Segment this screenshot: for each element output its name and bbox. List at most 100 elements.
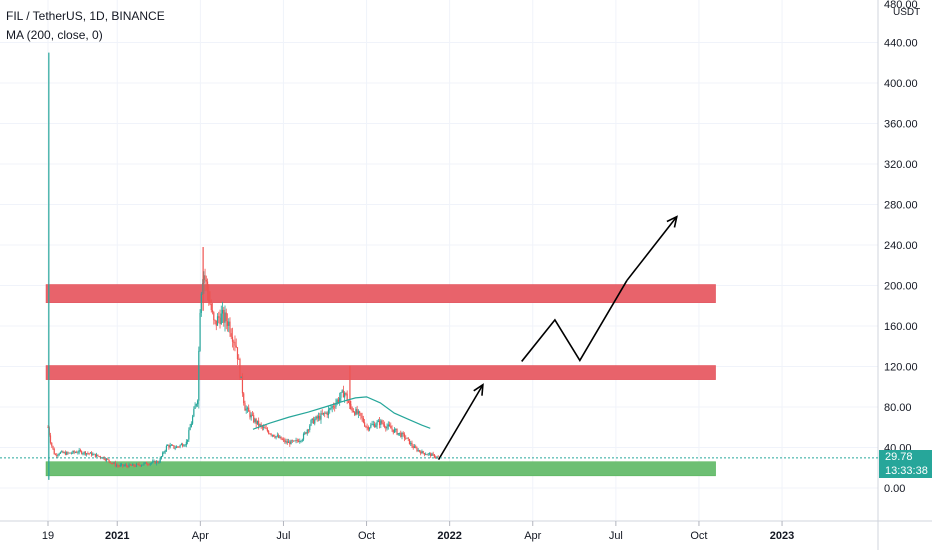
candle-body [334, 406, 336, 408]
bar-countdown: 13:33:38 [885, 464, 928, 477]
candle-body [330, 408, 332, 409]
candle-body [235, 345, 237, 348]
candle-body [249, 411, 251, 418]
candle-body [258, 420, 260, 426]
candle-body [231, 336, 234, 342]
candle-body [355, 409, 357, 415]
candle-body [426, 454, 428, 456]
candle-body [137, 463, 139, 465]
candle-body [263, 427, 265, 429]
candle-body [162, 452, 164, 457]
candle-body [281, 439, 283, 441]
candle-body [148, 464, 150, 466]
candle-body [58, 453, 60, 455]
candle-body [299, 440, 301, 442]
candle-body [361, 415, 363, 418]
candle-body [413, 446, 416, 448]
candle-body [87, 453, 89, 455]
time-axis-ticks: 19 2021 Apr Jul Oct 2022 Apr Jul Oct 2023 [42, 521, 794, 542]
candle-body [76, 452, 78, 454]
price-tick-label: 80.00 [884, 402, 912, 414]
candle-body [211, 310, 214, 313]
candle-body [61, 451, 63, 453]
candle-body [138, 463, 140, 466]
candle-body [264, 427, 266, 429]
time-tick-label: Oct [690, 530, 707, 542]
candle-body [368, 427, 371, 430]
candle-body [360, 412, 362, 416]
candle-body [371, 424, 373, 426]
candle-body [185, 441, 187, 445]
candle-body [376, 421, 378, 426]
candle-body [400, 432, 402, 437]
candle-body [223, 309, 225, 323]
candle-body [294, 440, 296, 442]
candle-body [193, 408, 195, 417]
candle-body [373, 423, 376, 428]
horizontal-zones [45, 284, 716, 477]
candle-body [123, 465, 125, 467]
candle-body [69, 452, 72, 454]
candle-body [77, 452, 79, 454]
candle-body [407, 437, 409, 439]
candle-body [433, 454, 436, 458]
candle-body [284, 439, 286, 443]
candle-body [104, 459, 106, 461]
candle-body [329, 408, 331, 410]
candle-body [170, 445, 173, 446]
candle-body [236, 347, 239, 360]
symbol-title: FIL / TetherUS, 1D, BINANCE [6, 9, 165, 23]
candle-body [256, 420, 259, 424]
candle-body [174, 448, 176, 449]
candle-body [147, 464, 149, 466]
candle-body [54, 454, 57, 456]
candle-body [377, 420, 379, 422]
candle-body [226, 321, 229, 326]
candle-body [341, 390, 343, 393]
candle-body [398, 432, 401, 434]
candle-body [417, 450, 419, 451]
candle-body [327, 409, 330, 416]
candle-body [381, 420, 383, 424]
price-tick-label: 280.00 [884, 200, 918, 212]
candle-body [99, 456, 101, 458]
candle-body [165, 445, 168, 451]
projection-drawing [437, 215, 678, 461]
candle-body [388, 424, 391, 426]
candle-body [408, 438, 411, 445]
candle-body [297, 440, 300, 442]
support-zone [45, 461, 716, 477]
candle-body [251, 414, 254, 416]
candle-body [340, 392, 342, 398]
candle-body [160, 456, 163, 459]
candle-body [250, 414, 252, 418]
candle-body [71, 453, 73, 454]
candle-body [122, 464, 124, 466]
candle-body [98, 456, 100, 457]
last-price-tag: 29.78 13:33:38 [879, 449, 932, 478]
candle-body [169, 445, 171, 448]
candle-body [347, 401, 350, 403]
candle-body [301, 439, 303, 441]
candle-body [255, 419, 257, 424]
candle-body [109, 461, 111, 464]
candle-body [411, 442, 413, 447]
candle-body [195, 404, 197, 406]
candle-body [356, 409, 358, 414]
candle-body [119, 464, 121, 466]
candle-body [183, 445, 185, 447]
candle-body [375, 425, 377, 428]
candle-body [51, 442, 53, 446]
candle-body [287, 441, 290, 443]
candle-body [218, 316, 220, 318]
candle-body [152, 461, 154, 463]
candle-body [261, 425, 263, 428]
last-price-value: 29.78 [885, 450, 913, 463]
candle-body [259, 424, 261, 426]
candle-body [416, 447, 418, 451]
candle-body [118, 465, 120, 467]
candle-body [216, 316, 219, 326]
candle-body [57, 454, 59, 456]
candle-body [392, 429, 394, 433]
